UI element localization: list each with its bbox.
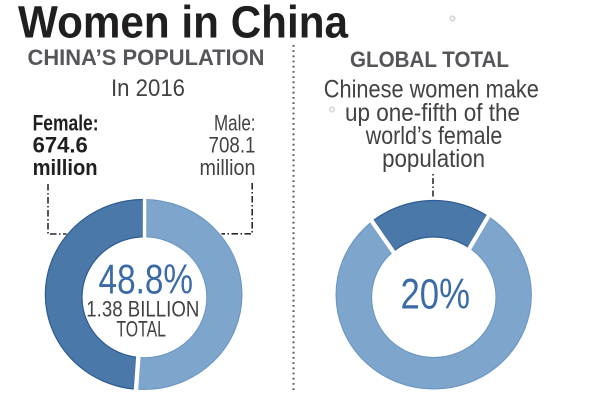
svg-text:population: population <box>382 145 485 173</box>
svg-text:20%: 20% <box>400 272 470 319</box>
svg-text:In 2016: In 2016 <box>111 75 185 102</box>
svg-text:GLOBAL TOTAL: GLOBAL TOTAL <box>350 47 509 72</box>
svg-text:TOTAL: TOTAL <box>116 317 166 342</box>
svg-text:million: million <box>200 155 256 180</box>
svg-text:CHINA’S POPULATION: CHINA’S POPULATION <box>28 45 265 70</box>
svg-text:708.1: 708.1 <box>209 133 256 158</box>
svg-text:674.6: 674.6 <box>33 133 88 158</box>
svg-text:million: million <box>33 155 98 180</box>
svg-text:Women in China: Women in China <box>18 0 349 47</box>
